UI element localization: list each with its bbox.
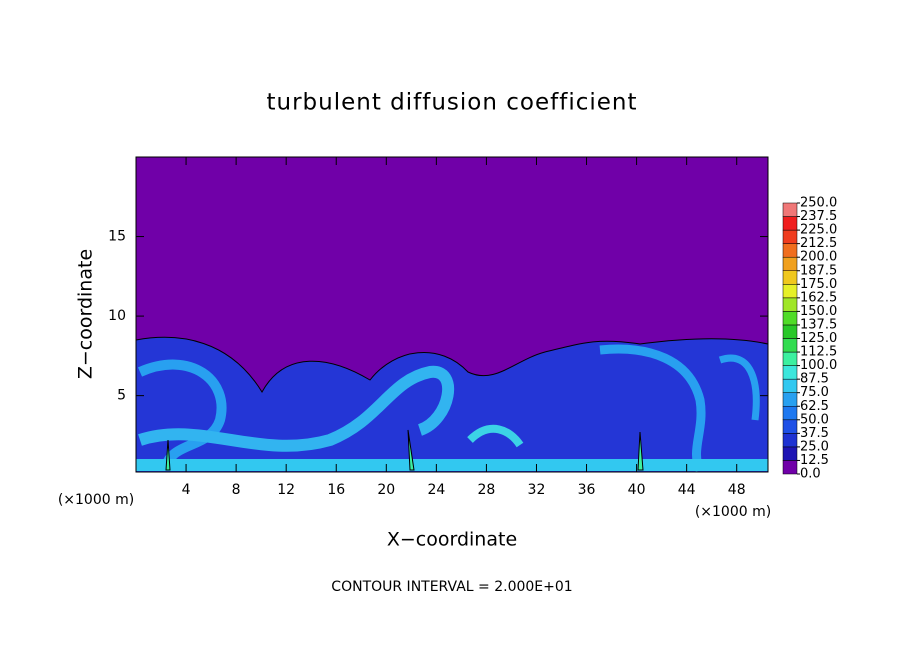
colorbar-band [782, 311, 798, 326]
colorbar-label: 50.0 [800, 412, 829, 427]
chart-title: turbulent diffusion coefficient [266, 90, 637, 116]
x-tick-label: 24 [427, 482, 445, 498]
colorbar-label: 125.0 [800, 331, 837, 346]
plot-frame [135, 156, 769, 473]
colorbar-band [782, 406, 798, 421]
field-peak [165, 429, 644, 471]
y-tick-label: 10 [108, 308, 126, 324]
x-tick-label: 20 [377, 482, 395, 498]
x-tick-label: 12 [277, 482, 295, 498]
colorbar-label: 137.5 [800, 317, 837, 332]
colorbar-label: 250.0 [800, 196, 837, 211]
colorbar-band [782, 338, 798, 353]
field-region [135, 336, 769, 473]
colorbar-label: 162.5 [800, 290, 837, 305]
colorbar-label: 212.5 [800, 236, 837, 251]
x-tick-label: 8 [232, 482, 241, 498]
colorbar-band [782, 365, 798, 380]
x-unit-label: (×1000 m) [695, 504, 771, 520]
colorbar-band [782, 243, 798, 258]
x-tick-label: 4 [182, 482, 191, 498]
colorbar-label: 175.0 [800, 277, 837, 292]
colorbar-label: 87.5 [800, 372, 829, 387]
colorbar-band [782, 270, 798, 285]
colorbar-label: 200.0 [800, 250, 837, 265]
colorbar-band [782, 202, 798, 217]
colorbar-band [782, 419, 798, 434]
colorbar-band [782, 284, 798, 299]
colorbar-band [782, 446, 798, 461]
x-tick-label: 36 [578, 482, 596, 498]
colorbar-label: 0.0 [800, 467, 821, 482]
y-axis-label: Z−coordinate [75, 249, 97, 379]
colorbar-label: 37.5 [800, 426, 829, 441]
colorbar-label: 25.0 [800, 439, 829, 454]
field-swirl [138, 365, 454, 452]
y-tick-label: 5 [117, 388, 126, 404]
colorbar-label: 225.0 [800, 223, 837, 238]
x-tick-label: 16 [327, 482, 345, 498]
colorbar-band [782, 392, 798, 407]
colorbar-label: 187.5 [800, 263, 837, 278]
colorbar-band [782, 216, 798, 231]
x-tick-label: 32 [528, 482, 546, 498]
colorbar-band [782, 297, 798, 312]
y-tick-label: 15 [108, 229, 126, 245]
colorbar-label: 150.0 [800, 304, 837, 319]
colorbar-band [782, 229, 798, 244]
colorbar-label: 62.5 [800, 399, 829, 414]
colorbar-label: 100.0 [800, 358, 837, 373]
x-tick-label: 28 [478, 482, 496, 498]
colorbar-band [782, 256, 798, 272]
colorbar-label: 12.5 [800, 453, 829, 468]
colorbar-band [782, 433, 798, 448]
x-tick-label: 40 [628, 482, 646, 498]
x-unit-label: (×1000 m) [58, 492, 134, 508]
field-swirl [137, 359, 227, 472]
colorbar-band [782, 460, 798, 475]
colorbar-label: 237.5 [800, 209, 837, 224]
colorbar-band [782, 324, 798, 339]
field [135, 156, 769, 473]
field-swirl [467, 424, 524, 448]
field-swirl [718, 354, 760, 421]
colorbar-band [782, 351, 798, 366]
x-axis-label: X−coordinate [387, 529, 517, 551]
field-swirl [599, 344, 706, 473]
colorbar-label: 75.0 [800, 385, 829, 400]
colorbar-label: 112.5 [800, 345, 837, 360]
colorbar-band [782, 378, 798, 393]
x-tick-label: 44 [678, 482, 696, 498]
x-tick-label: 48 [728, 482, 746, 498]
annotation: CONTOUR INTERVAL = 2.000E+01 [331, 579, 572, 595]
